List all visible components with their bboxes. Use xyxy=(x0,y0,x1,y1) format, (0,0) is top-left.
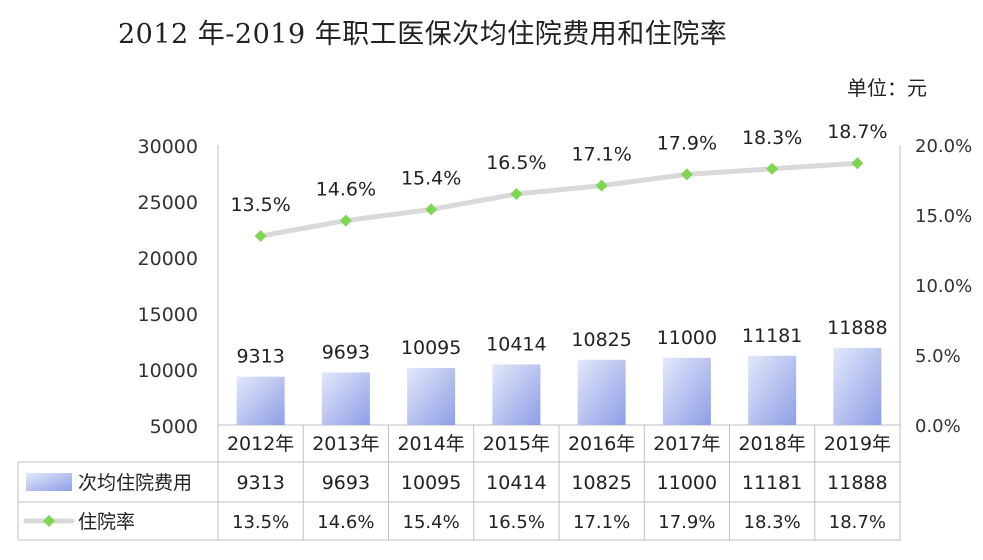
line-data-label: 14.6% xyxy=(316,179,376,201)
legend-line-marker xyxy=(43,515,55,527)
table-cell-cost: 10414 xyxy=(486,472,546,494)
bar xyxy=(662,357,711,425)
y-left-tick-label: 15000 xyxy=(138,304,198,326)
unit-note: 单位：元 xyxy=(847,76,927,100)
bar xyxy=(492,364,541,425)
table-cell-cost: 9313 xyxy=(236,472,284,494)
bar-series: 9313 9693 10095 10414 10825 11000 11181 11888 xyxy=(236,317,888,425)
table-cell-rate: 17.9% xyxy=(658,512,715,533)
bar xyxy=(833,347,882,425)
bar-data-label: 11888 xyxy=(827,317,887,339)
legend-bar-label: 次均住院费用 xyxy=(78,472,192,494)
x-category-label: 2014年 xyxy=(397,433,464,455)
table-cell-cost: 11000 xyxy=(657,472,717,494)
line-data-label: 13.5% xyxy=(230,194,290,216)
y-left-tick-label: 30000 xyxy=(138,136,198,158)
rate-marker xyxy=(766,162,779,175)
chart-frame xyxy=(17,145,901,541)
table-cell-cost: 11888 xyxy=(827,472,887,494)
bar-data-label: 11181 xyxy=(742,325,802,347)
line-data-label: 16.5% xyxy=(486,152,546,174)
y-right-tick-label: 10.0% xyxy=(915,276,972,297)
y-right-tick-label: 5.0% xyxy=(915,346,961,367)
table-cell-cost: 9693 xyxy=(322,472,370,494)
rate-marker xyxy=(851,157,864,170)
rate-line xyxy=(258,160,860,239)
x-category-label: 2018年 xyxy=(738,433,805,455)
line-data-label: 17.1% xyxy=(571,144,631,166)
table-cell-rate: 13.5% xyxy=(232,512,289,533)
legend-line-label: 住院率 xyxy=(78,511,135,533)
line-data-label: 17.9% xyxy=(657,132,717,154)
y-right-tick-label: 15.0% xyxy=(915,206,972,227)
rate-marker xyxy=(254,230,267,242)
bar xyxy=(236,376,285,425)
bar-data-label: 10095 xyxy=(401,337,461,359)
y-left-tick-label: 20000 xyxy=(138,248,198,270)
bar xyxy=(577,359,626,425)
table-cell-rate: 18.7% xyxy=(829,512,886,533)
x-category-label: 2019年 xyxy=(824,433,891,455)
y-left-tick-label: 10000 xyxy=(138,360,198,382)
table-cell-rate: 15.4% xyxy=(403,512,460,533)
rate-marker xyxy=(680,168,693,181)
legend-bar-swatch xyxy=(26,473,72,491)
data-table: 2012年 2013年 2014年 2015年 2016年 2017年 2018年 2019年… xyxy=(23,433,891,533)
bar-data-label: 9313 xyxy=(236,346,284,368)
table-cell-rate: 16.5% xyxy=(488,512,545,533)
table-cell-cost: 11181 xyxy=(742,472,802,494)
bar-data-label: 10825 xyxy=(571,329,631,351)
bar xyxy=(407,367,456,425)
rate-marker xyxy=(595,179,608,192)
bar xyxy=(748,355,797,425)
rate-marker xyxy=(339,214,352,227)
chart-title: 2012 年-2019 年职工医保次均住院费用和住院率 xyxy=(118,19,728,50)
x-category-label: 2015年 xyxy=(483,433,550,455)
bar xyxy=(321,372,370,425)
line-data-label: 18.3% xyxy=(742,127,802,149)
x-category-label: 2013年 xyxy=(312,433,379,455)
line-data-label: 15.4% xyxy=(401,167,461,189)
rate-marker xyxy=(425,203,438,216)
x-category-label: 2012年 xyxy=(227,433,294,455)
table-cell-cost: 10095 xyxy=(401,472,461,494)
axis-ticks: 30000 25000 20000 15000 10000 5000 20.0% 15.0% 1… xyxy=(138,136,973,438)
table-cell-cost: 10825 xyxy=(571,472,631,494)
rate-marker xyxy=(510,188,523,200)
x-category-label: 2017年 xyxy=(653,433,720,455)
y-right-tick-label: 0.0% xyxy=(915,416,961,437)
line-series: 13.5% 14.6% 15.4% 16.5% 17.1% 17.9% 18.3% 18.7% xyxy=(230,121,888,242)
y-left-tick-label: 25000 xyxy=(138,192,198,214)
table-cell-rate: 17.1% xyxy=(573,512,630,533)
table-cell-rate: 18.3% xyxy=(744,512,801,533)
bar-data-label: 11000 xyxy=(657,327,717,349)
y-right-tick-label: 20.0% xyxy=(915,136,972,157)
bar-data-label: 9693 xyxy=(322,341,370,363)
line-data-label: 18.7% xyxy=(827,121,887,143)
bar-data-label: 10414 xyxy=(486,333,546,355)
x-category-label: 2016年 xyxy=(568,433,635,455)
table-cell-rate: 14.6% xyxy=(317,512,374,533)
y-left-tick-label: 5000 xyxy=(150,416,198,438)
